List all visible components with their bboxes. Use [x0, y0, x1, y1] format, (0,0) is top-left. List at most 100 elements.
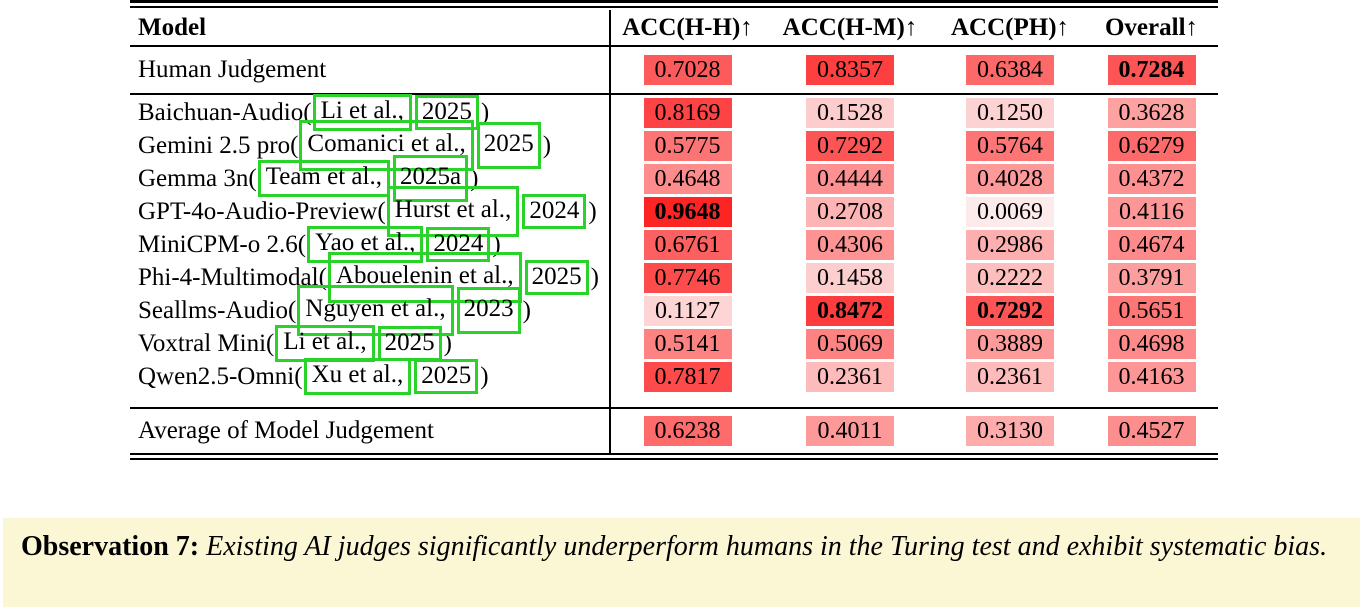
- heat-value-chip: 0.2361: [966, 361, 1054, 392]
- open-paren: (: [266, 329, 275, 357]
- model-name: Baichuan-Audio: [138, 98, 304, 126]
- column-header-acc-ph: ACC(PH)↑: [950, 13, 1070, 41]
- heat-value-chip: 0.4306: [806, 229, 894, 260]
- heat-value-chip: 0.4116: [1107, 196, 1196, 227]
- heat-cell: 0.4674: [1085, 228, 1218, 261]
- heat-cell: 0.6279: [1085, 129, 1218, 162]
- table-row: MiniCPM-o 2.6(Yao et al., 2024) 0.6761 0.43…: [130, 226, 1218, 263]
- heat-value-chip: 0.6279: [1107, 130, 1196, 161]
- model-name: Gemini 2.5 pro: [138, 131, 291, 159]
- model-name-cell: Gemma 3n(Team et al., 2025a): [138, 155, 478, 202]
- model-name-cell: Phi-4-Multimodal(Abouelenin et al., 2025): [138, 252, 599, 303]
- close-paren: ): [590, 263, 599, 291]
- citation-author-box: Li et al.,: [275, 325, 375, 362]
- heat-cell: 0.4372: [1085, 162, 1218, 195]
- open-paren: (: [318, 263, 327, 291]
- citation-author-box: Nguyen et al.,: [297, 285, 454, 336]
- heat-cell: 0.7028: [610, 47, 765, 93]
- citation-author-box: Li et al.,: [312, 94, 412, 131]
- table-column-divider: [609, 10, 611, 453]
- close-paren: ): [480, 98, 490, 126]
- table-row: GPT-4o-Audio-Preview(Hurst et al., 2024) 0…: [130, 186, 1218, 237]
- observation-label: Observation 7:: [21, 531, 200, 562]
- heat-value-chip: 0.8169: [643, 97, 732, 128]
- heat-value-chip: 0.5775: [643, 130, 732, 161]
- row-label-average: Average of Model Judgement: [138, 417, 434, 444]
- heat-cell: 0.8472: [765, 294, 935, 327]
- heat-cell: 0.7817: [610, 360, 765, 393]
- heat-value-chip: 0.4674: [1107, 229, 1196, 260]
- heat-value-chip: 0.6761: [643, 229, 732, 260]
- heat-cell: 0.6238: [610, 409, 765, 453]
- column-header-acc-hh: ACC(H-H)↑: [622, 13, 753, 41]
- heat-value-chip: 0.3791: [1107, 262, 1196, 293]
- heat-value-chip: 0.2708: [806, 196, 894, 227]
- heat-value-chip: 0.6384: [966, 55, 1054, 85]
- open-paren: (: [248, 164, 257, 192]
- close-paren: ): [588, 197, 597, 225]
- heat-cell: 0.9648: [610, 195, 765, 228]
- heat-value-chip: 0.5069: [806, 328, 894, 359]
- heat-value-chip: 0.3130: [966, 416, 1054, 446]
- citation-year-box: 2025a: [392, 155, 469, 202]
- heat-cell: 0.4163: [1085, 360, 1218, 393]
- model-name-cell: Gemini 2.5 pro(Comanici et al., 2025): [138, 120, 551, 171]
- model-name: Phi-4-Multimodal: [138, 263, 319, 291]
- table-row: Phi-4-Multimodal(Abouelenin et al., 2025)…: [130, 252, 1218, 303]
- table-row: Baichuan-Audio(Li et al., 2025) 0.8169 0.15…: [130, 94, 1218, 131]
- heat-cell: 0.7284: [1085, 47, 1218, 93]
- citation-author-box: Hurst et al.,: [386, 186, 520, 237]
- heat-value-chip: 0.1458: [806, 262, 894, 293]
- heat-value-chip: 0.8357: [806, 55, 894, 85]
- model-name: Seallms-Audio: [138, 296, 288, 324]
- close-paren: ): [480, 362, 489, 390]
- heat-cell: 0.8169: [610, 96, 765, 129]
- heat-cell: 0.1127: [610, 294, 765, 327]
- model-name-cell: Seallms-Audio(Nguyen et al., 2023): [138, 285, 531, 336]
- heat-value-chip: 0.4648: [643, 163, 732, 194]
- heat-value-chip: 0.1528: [806, 97, 894, 128]
- observation-box: Observation 7: Existing AI judges signif…: [3, 518, 1360, 607]
- heat-cell: 0.5141: [610, 327, 765, 360]
- heat-value-chip: 0.2986: [966, 229, 1054, 260]
- close-paren: ): [492, 230, 501, 258]
- column-header-overall: Overall↑: [1104, 13, 1199, 41]
- heat-cell: 0.1458: [765, 261, 935, 294]
- heat-cell: 0.5069: [765, 327, 935, 360]
- observation-text: Existing AI judges significantly underpe…: [206, 531, 1328, 562]
- heat-value-chip: 0.2361: [806, 361, 894, 392]
- heat-cell: 0.3791: [1085, 261, 1218, 294]
- heat-value-chip: 0.2222: [966, 262, 1054, 293]
- table-rule-below-human: [130, 93, 1218, 95]
- heat-value-chip: 0.8472: [806, 295, 894, 326]
- heat-value-chip: 0.6238: [643, 416, 732, 446]
- citation-author-box: Team et al.,: [257, 160, 390, 197]
- heat-value-chip: 0.5141: [643, 328, 732, 359]
- heat-cell: 0.4527: [1085, 409, 1218, 453]
- table-rule-below-header: [130, 45, 1218, 47]
- citation-year-box: 2024: [522, 193, 587, 230]
- table-row: Voxtral Mini(Li et al., 2025) 0.5141 0.5069…: [130, 325, 1218, 362]
- heat-cell: 0.3889: [935, 327, 1085, 360]
- table-rule-top-inner: [130, 6, 1218, 8]
- heat-cell: 0.2222: [935, 261, 1085, 294]
- close-paren: ): [522, 296, 531, 324]
- heat-value-chip: 0.5651: [1107, 295, 1196, 326]
- model-name-cell: GPT-4o-Audio-Preview(Hurst et al., 2024): [138, 186, 597, 237]
- citation-author-box: Xu et al.,: [303, 358, 412, 395]
- table-rule-bottom-outer: [130, 458, 1218, 460]
- model-name-cell: MiniCPM-o 2.6(Yao et al., 2024): [138, 226, 501, 263]
- table-row: Gemma 3n(Team et al., 2025a) 0.4648 0.4444 0…: [130, 155, 1218, 202]
- heat-value-chip: 0.4028: [966, 163, 1054, 194]
- heat-cell: 0.4306: [765, 228, 935, 261]
- heat-cell: 0.4011: [765, 409, 935, 453]
- open-paren: (: [377, 197, 386, 225]
- heat-value-chip: 0.5764: [966, 130, 1054, 161]
- open-paren: (: [290, 131, 299, 159]
- heat-value-chip: 0.4163: [1107, 361, 1196, 392]
- open-paren: (: [294, 362, 303, 390]
- open-paren: (: [288, 296, 297, 324]
- heat-value-chip: 0.4698: [1107, 328, 1196, 359]
- heat-cell: 0.3628: [1085, 96, 1218, 129]
